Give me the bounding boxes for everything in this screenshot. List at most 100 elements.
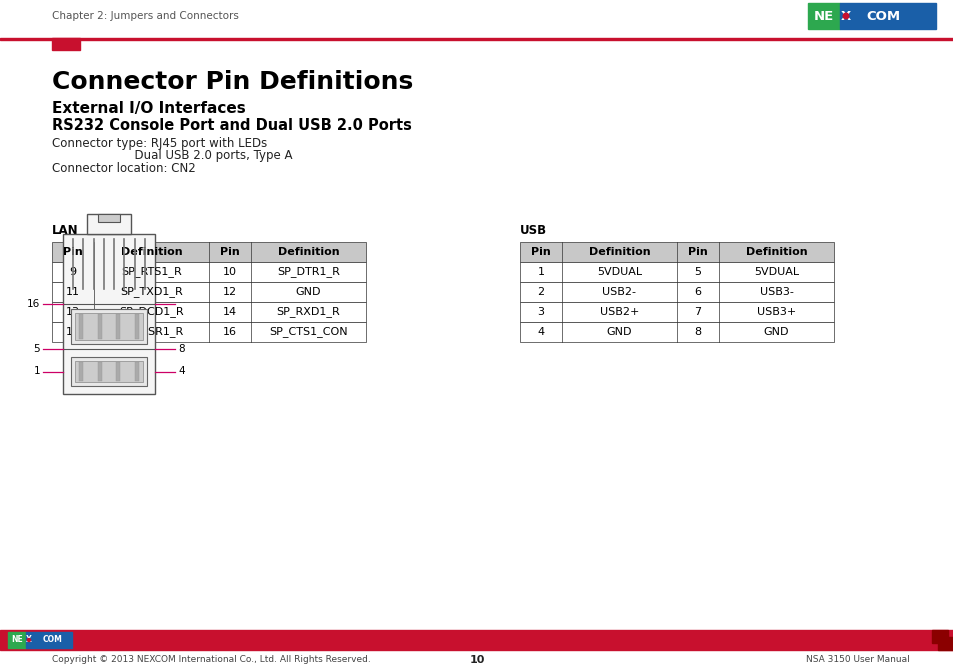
- Text: SP_DTR1_R: SP_DTR1_R: [276, 267, 339, 278]
- Bar: [52, 302, 366, 322]
- Text: GND: GND: [295, 287, 321, 297]
- Bar: [519, 242, 833, 262]
- Text: X: X: [26, 636, 31, 644]
- Bar: [116, 362, 120, 381]
- Text: GND: GND: [606, 327, 632, 337]
- Text: 5VDUAL: 5VDUAL: [753, 267, 799, 277]
- Text: 5VDUAL: 5VDUAL: [597, 267, 641, 277]
- Text: GND: GND: [763, 327, 788, 337]
- Text: 16: 16: [223, 327, 236, 337]
- Bar: [52, 38, 80, 50]
- Text: 11: 11: [66, 287, 80, 297]
- Bar: [79, 362, 83, 381]
- Text: 8: 8: [694, 327, 700, 337]
- Text: 10: 10: [223, 267, 236, 277]
- Bar: [135, 314, 139, 339]
- Text: Connector type: RJ45 port with LEDs: Connector type: RJ45 port with LEDs: [52, 136, 267, 149]
- Text: 1: 1: [33, 366, 40, 376]
- Text: USB2+: USB2+: [599, 307, 639, 317]
- Bar: [8, 632, 26, 648]
- Text: 9: 9: [178, 299, 185, 309]
- Bar: [98, 214, 120, 222]
- Text: 15: 15: [66, 327, 80, 337]
- Text: Definition: Definition: [588, 247, 650, 257]
- Bar: [52, 242, 366, 262]
- Text: NE: NE: [11, 636, 23, 644]
- Text: 10: 10: [469, 655, 484, 665]
- Text: USB3+: USB3+: [756, 307, 796, 317]
- Text: Definition: Definition: [277, 247, 339, 257]
- Bar: [0, 38, 953, 40]
- Bar: [519, 262, 833, 282]
- Text: Pin: Pin: [687, 247, 707, 257]
- Bar: [75, 361, 143, 382]
- Circle shape: [842, 13, 848, 19]
- Text: SP_RXD1_R: SP_RXD1_R: [276, 306, 340, 317]
- Bar: [71, 309, 147, 344]
- Bar: [135, 362, 139, 381]
- Bar: [52, 282, 366, 302]
- Text: 13: 13: [66, 307, 80, 317]
- Text: 5: 5: [694, 267, 700, 277]
- Bar: [0, 630, 953, 650]
- Bar: [71, 357, 147, 386]
- Bar: [931, 630, 947, 643]
- Text: 12: 12: [223, 287, 236, 297]
- Text: SP_CTS1_CON: SP_CTS1_CON: [269, 327, 348, 337]
- Text: Pin: Pin: [531, 247, 550, 257]
- Text: 8: 8: [178, 344, 185, 354]
- Bar: [97, 314, 102, 339]
- Text: 1: 1: [537, 267, 544, 277]
- Bar: [519, 322, 833, 342]
- Circle shape: [28, 638, 30, 642]
- Text: SP_DSR1_R: SP_DSR1_R: [120, 327, 183, 337]
- Text: SP_RTS1_R: SP_RTS1_R: [121, 267, 182, 278]
- Bar: [75, 313, 143, 340]
- Text: RS232 Console Port and Dual USB 2.0 Ports: RS232 Console Port and Dual USB 2.0 Port…: [52, 118, 412, 134]
- Text: COM: COM: [865, 9, 899, 22]
- Text: 4: 4: [178, 366, 185, 376]
- Bar: [52, 322, 366, 342]
- Bar: [63, 234, 154, 394]
- Bar: [79, 314, 83, 339]
- Text: SP_DCD1_R: SP_DCD1_R: [119, 306, 184, 317]
- Text: 7: 7: [694, 307, 700, 317]
- Text: 4: 4: [537, 327, 544, 337]
- Bar: [807, 3, 840, 29]
- Text: NE: NE: [813, 9, 833, 22]
- Text: Dual USB 2.0 ports, Type A: Dual USB 2.0 ports, Type A: [52, 149, 293, 163]
- Text: USB: USB: [519, 224, 547, 237]
- Bar: [87, 214, 131, 234]
- Text: 14: 14: [223, 307, 236, 317]
- Bar: [52, 262, 366, 282]
- Bar: [116, 314, 120, 339]
- Bar: [519, 302, 833, 322]
- Text: X: X: [840, 9, 850, 22]
- Text: 5: 5: [33, 344, 40, 354]
- Text: Definition: Definition: [121, 247, 182, 257]
- Text: Copyright © 2013 NEXCOM International Co., Ltd. All Rights Reserved.: Copyright © 2013 NEXCOM International Co…: [52, 655, 371, 665]
- Bar: [97, 362, 102, 381]
- Bar: [26, 632, 71, 648]
- Bar: [937, 637, 953, 650]
- Text: LAN: LAN: [52, 224, 78, 237]
- Text: 3: 3: [537, 307, 544, 317]
- Text: Definition: Definition: [745, 247, 806, 257]
- Text: 2: 2: [537, 287, 544, 297]
- Text: 16: 16: [27, 299, 40, 309]
- Text: Connector Pin Definitions: Connector Pin Definitions: [52, 70, 413, 94]
- Text: Chapter 2: Jumpers and Connectors: Chapter 2: Jumpers and Connectors: [52, 11, 238, 21]
- Text: COM: COM: [43, 636, 63, 644]
- Text: SP_TXD1_R: SP_TXD1_R: [120, 286, 183, 298]
- Bar: [519, 282, 833, 302]
- Bar: [840, 3, 935, 29]
- Text: Connector location: CN2: Connector location: CN2: [52, 163, 195, 175]
- Text: NSA 3150 User Manual: NSA 3150 User Manual: [805, 655, 909, 665]
- Text: Pin: Pin: [220, 247, 239, 257]
- Text: 9: 9: [70, 267, 76, 277]
- Text: USB3-: USB3-: [759, 287, 793, 297]
- Text: USB2-: USB2-: [602, 287, 636, 297]
- Text: External I/O Interfaces: External I/O Interfaces: [52, 101, 246, 116]
- Text: 6: 6: [694, 287, 700, 297]
- Text: Pin: Pin: [63, 247, 83, 257]
